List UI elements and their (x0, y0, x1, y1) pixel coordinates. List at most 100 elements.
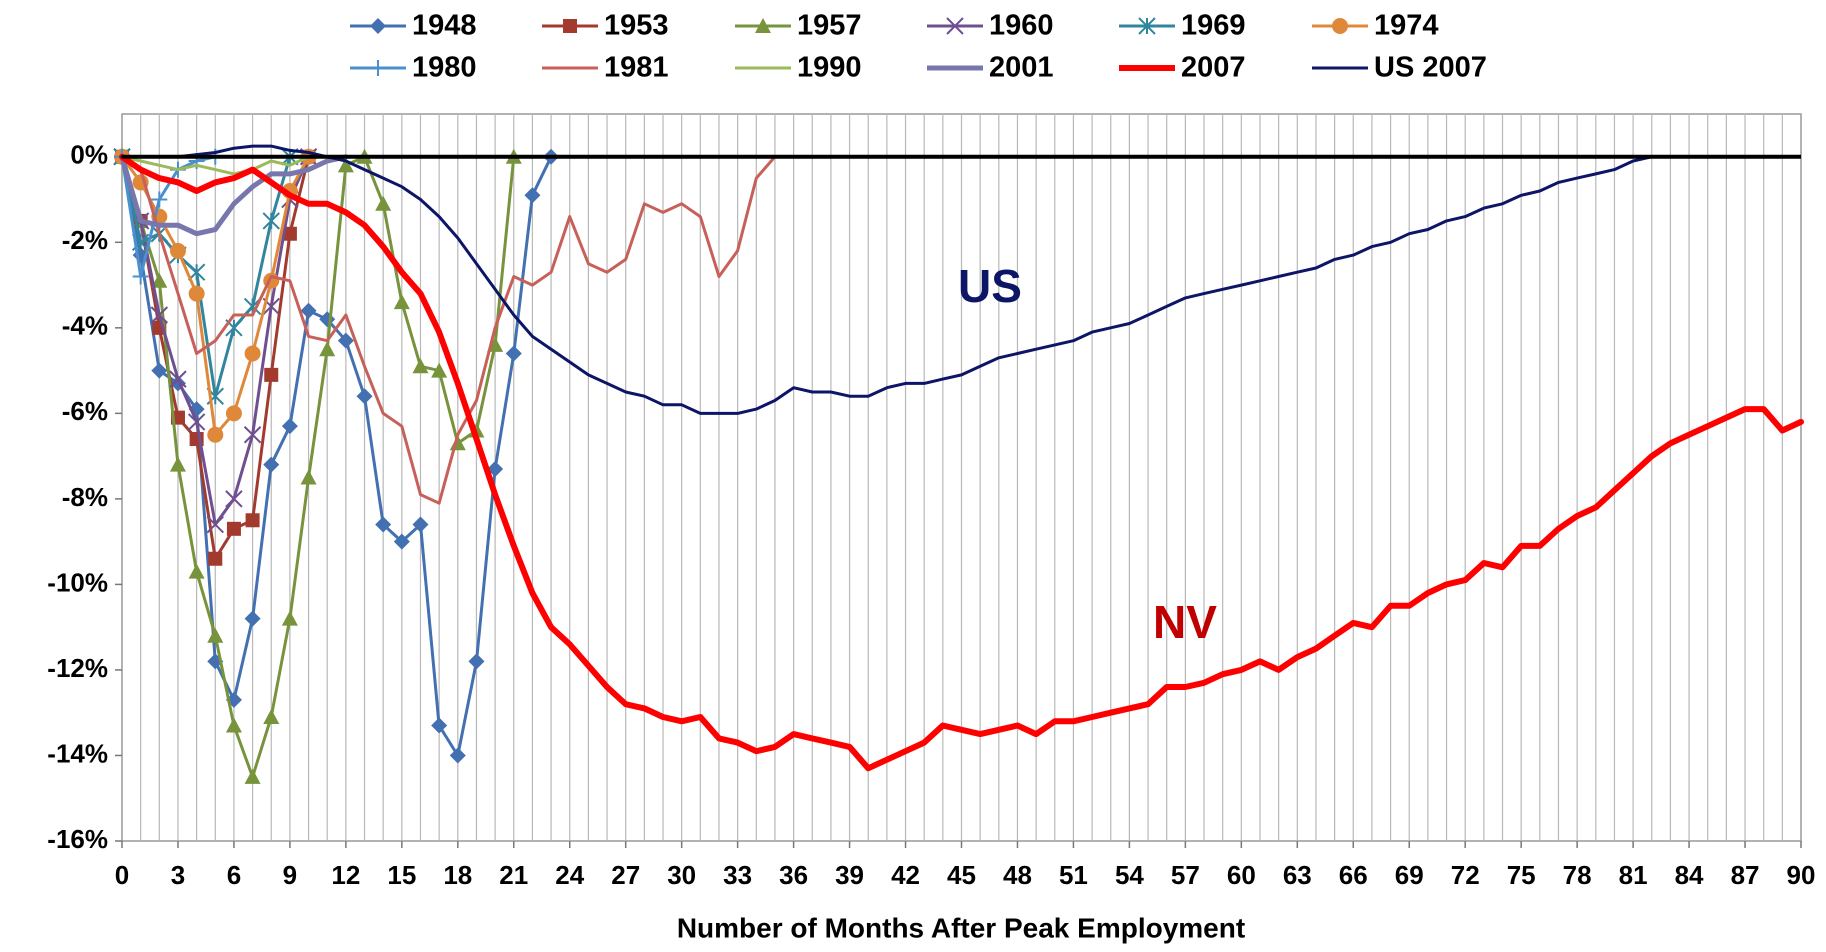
marker (169, 456, 186, 472)
x-tick-label: 75 (1507, 860, 1536, 890)
marker (187, 413, 206, 431)
marker (244, 610, 261, 627)
marker (375, 516, 392, 533)
marker (207, 627, 224, 643)
x-tick-label: 66 (1339, 860, 1368, 890)
marker (226, 521, 241, 536)
legend-marker (370, 18, 386, 34)
marker (337, 332, 354, 349)
legend-item: 1948 (350, 10, 477, 42)
y-tick-label: -6% (62, 396, 108, 426)
marker (244, 345, 261, 362)
marker (356, 388, 373, 405)
legend-label: 2001 (989, 52, 1054, 84)
legend-item: US 2007 (1312, 52, 1487, 84)
x-tick-label: 45 (947, 860, 976, 890)
x-tick-label: 15 (387, 860, 416, 890)
marker (393, 533, 410, 550)
marker (282, 226, 297, 241)
series-line (119, 154, 349, 237)
marker (244, 768, 261, 784)
legend-marker (755, 18, 771, 33)
annotation: NV (1153, 596, 1217, 648)
x-tick-label: 24 (555, 860, 584, 890)
marker (225, 717, 242, 733)
marker (151, 362, 168, 379)
legend-label: 1957 (797, 10, 862, 42)
marker (243, 426, 262, 444)
legend-item: 1981 (542, 52, 669, 84)
series-line (120, 155, 516, 779)
marker (505, 345, 522, 362)
marker (150, 306, 169, 324)
legend-marker (1138, 17, 1156, 35)
x-tick-label: 81 (1619, 860, 1648, 890)
x-tick-label: 39 (835, 860, 864, 890)
series (120, 155, 311, 176)
marker (487, 460, 504, 477)
series-line (120, 155, 311, 176)
marker (262, 212, 280, 230)
y-tick-label: -4% (62, 311, 108, 341)
series (120, 144, 1654, 415)
x-tick-label: 0 (115, 860, 129, 890)
legend-marker (563, 19, 577, 33)
marker (412, 358, 429, 374)
marker (208, 551, 223, 566)
x-tick-label: 57 (1171, 860, 1200, 890)
x-tick-label: 60 (1227, 860, 1256, 890)
marker (319, 341, 336, 357)
marker (263, 708, 280, 724)
series (119, 153, 1804, 772)
series (119, 154, 349, 237)
marker (300, 302, 317, 319)
marker (431, 362, 448, 378)
marker (225, 405, 242, 422)
marker (225, 490, 243, 508)
x-tick-label: 78 (1563, 860, 1592, 890)
x-axis-title: Number of Months After Peak Employment (677, 912, 1245, 943)
legend-item: 1960 (927, 10, 1054, 42)
legend-marker (370, 60, 386, 76)
legend-label: 1981 (604, 52, 669, 84)
marker (524, 187, 541, 204)
x-tick-label: 6 (227, 860, 241, 890)
marker (188, 563, 205, 579)
marker (375, 195, 392, 211)
series-line (119, 153, 1804, 772)
marker (169, 370, 187, 388)
y-tick-label: -14% (47, 738, 108, 768)
x-tick-label: 72 (1451, 860, 1480, 890)
legend-label: 1948 (412, 10, 477, 42)
marker (151, 191, 168, 208)
legend-item: 2007 (1119, 52, 1246, 84)
x-tick-label: 30 (667, 860, 696, 890)
legend-label: 1980 (412, 52, 477, 84)
legend-item: 1969 (1119, 10, 1246, 42)
legend-label: 2007 (1181, 52, 1246, 84)
marker (412, 516, 429, 533)
legend-item: 1990 (735, 52, 862, 84)
marker (281, 418, 298, 435)
marker (151, 272, 168, 288)
marker (468, 653, 485, 670)
x-tick-label: 48 (1003, 860, 1032, 890)
x-tick-label: 27 (611, 860, 640, 890)
x-tick-label: 84 (1675, 860, 1704, 890)
y-tick-label: -16% (47, 824, 108, 854)
x-tick-label: 69 (1395, 860, 1424, 890)
legend-marker (946, 17, 964, 35)
x-tick-label: 36 (779, 860, 808, 890)
x-tick-label: 63 (1283, 860, 1312, 890)
marker (431, 717, 448, 734)
marker (206, 515, 224, 534)
legend-marker (1332, 18, 1348, 34)
y-tick-label: -8% (62, 482, 108, 512)
marker (132, 268, 149, 285)
marker (263, 456, 280, 473)
x-tick-label: 18 (443, 860, 472, 890)
x-tick-label: 54 (1115, 860, 1144, 890)
marker (245, 513, 260, 528)
x-tick-label: 9 (283, 860, 297, 890)
